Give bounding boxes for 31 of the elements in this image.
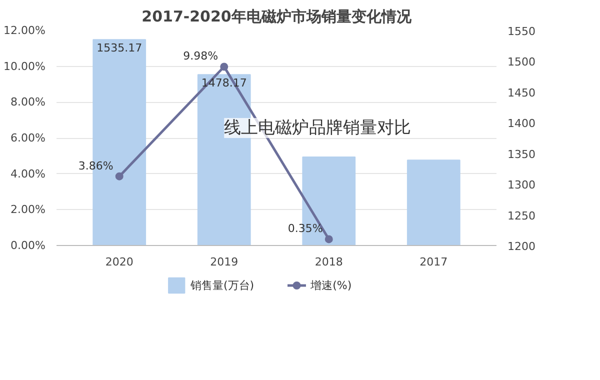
point	[324, 235, 333, 244]
data-label: 9.98%	[183, 50, 218, 63]
y2-tick-label: 1250	[508, 209, 536, 222]
legend-label: 增速(%)	[310, 279, 352, 292]
y-tick-label: 6.00%	[10, 132, 46, 144]
y2-tick-label: 1200	[508, 240, 536, 253]
y-tick-label: 4.00%	[10, 167, 46, 180]
data-label: 1478.17	[201, 76, 247, 90]
data-label: 3.86%	[78, 159, 114, 172]
y-tick-label: 12.00%	[4, 24, 46, 37]
y2-tick-label: 1350	[508, 148, 536, 161]
data-label: 0.35%	[288, 222, 323, 236]
annotation: 线上电磁炉品牌销量对比	[224, 118, 412, 138]
x-tick-label: 2018	[314, 256, 343, 268]
chart-title: 2017-2020年电磁炉市场销量变化情况	[142, 8, 412, 26]
y2-tick-label: 1400	[508, 117, 536, 130]
legend-label: 销售量(万台)	[189, 279, 254, 292]
point	[115, 172, 124, 180]
x-tick-label: 2017	[420, 256, 448, 268]
y-tick-label: 2.00%	[10, 203, 46, 216]
y-tick-label: 10.00%	[4, 60, 46, 73]
y2-tick-label: 1300	[508, 178, 536, 192]
y-tick-label: 8.00%	[10, 96, 46, 109]
y2-tick-label: 1500	[508, 56, 536, 69]
data-label: 1535.17	[96, 42, 142, 55]
point	[220, 62, 228, 71]
y2-tick-label: 1550	[508, 25, 536, 38]
x-tick-label: 2020	[105, 256, 134, 268]
y2-tick-label: 1450	[508, 86, 536, 100]
y-tick-label: 0.00%	[10, 239, 46, 252]
x-tick-label: 2019	[210, 256, 238, 268]
